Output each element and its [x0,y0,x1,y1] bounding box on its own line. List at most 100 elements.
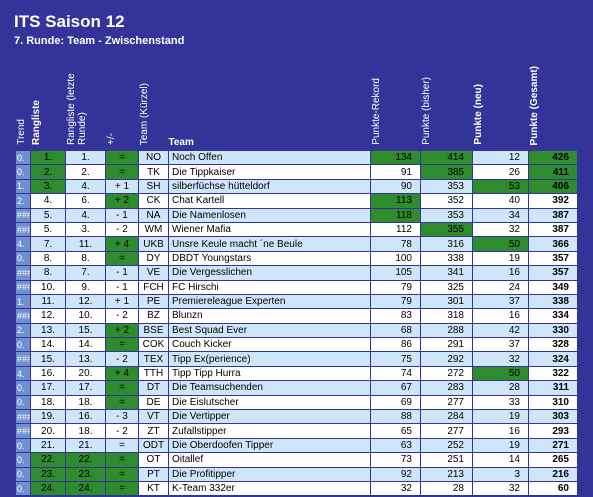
table-cell: 2. [15,322,31,339]
table-cell: 0. [15,437,31,454]
table-cell: 301 [420,293,473,310]
table-cell: + 1 [105,178,139,195]
table-cell: 338 [420,250,473,267]
table-cell: 4. [15,236,31,252]
table-cell: NA [138,207,169,223]
table-cell: 392 [528,193,578,209]
table-cell: Noch Offen [168,149,371,166]
table-cell: 291 [420,337,473,353]
table-cell: 4. [15,365,31,382]
table-cell: 5. [30,207,66,223]
table-cell: 322 [528,365,578,382]
table-cell: 32 [472,221,529,238]
table-cell: 40 [472,193,529,209]
table-cell: ZT [138,423,169,439]
table-row: 0. 14. 14. = COK Couch Kicker 86 291 37 328 [15,337,578,353]
table-cell: 17. [30,380,66,396]
table-cell: 53 [472,178,529,195]
table-cell: 5. [30,221,66,238]
table-cell: - 2 [105,423,139,439]
table-cell: 277 [420,394,473,411]
table-cell: 16. [65,409,106,425]
table-cell: 91 [370,164,421,180]
table-cell: 2. [65,164,106,180]
table-cell: 1. [30,149,66,166]
table-cell: 18. [30,394,66,411]
table-cell: 63 [370,437,421,454]
table-cell: 90 [370,178,421,195]
column-header: Rangliste (letzte Runde) [66,62,106,151]
table-row: 1. 11. 12. + 1 PE Premiereleague Experten 79 30… [15,293,578,310]
table-cell: 79 [370,293,421,310]
table-cell: 67 [370,380,421,396]
table-cell: - 3 [105,409,139,425]
table-cell: 325 [420,279,473,295]
table-cell: 387 [528,207,578,223]
table-cell: 37 [472,337,529,353]
table-cell: 69 [370,394,421,411]
column-header: Team (Kürzel) [139,62,169,151]
table-cell: 324 [528,351,578,367]
table-cell: 293 [528,423,578,439]
table-cell: 0. [15,149,31,166]
table-cell: 86 [370,337,421,353]
table-cell: VT [138,409,169,425]
table-cell: BSE [138,322,169,339]
column-header: Punkte (Gesamt) [529,62,578,151]
header-label: Team [168,137,194,148]
table-cell: 385 [420,164,473,180]
table-cell: Unsre Keule macht ´ne Beule [168,236,371,252]
table-cell: 406 [528,178,578,195]
table-cell: 216 [528,466,578,482]
table-cell: 22. [65,452,106,468]
table-cell: 3. [65,221,106,238]
table-cell: 112 [370,221,421,238]
table-cell: 118 [370,207,421,223]
standings-table: Trend Rangliste Rangliste (letzte Runde) +/… [15,62,578,497]
table-cell: 34 [472,207,529,223]
table-cell: 0. [15,394,31,411]
table-cell: 42 [472,322,529,339]
table-cell: Die Eislutscher [168,394,371,411]
table-cell: 16. [30,365,66,382]
title: ITS Saison 12 [14,12,125,31]
column-header: Punkte (neu) [473,62,529,151]
table-cell: OT [138,452,169,468]
table-cell: 28 [420,480,473,497]
table-cell: ### [15,221,31,238]
table-cell: Best Squad Ever [168,322,371,339]
table-cell: = [105,394,139,411]
table-cell: 311 [528,380,578,396]
table-cell: 15. [65,322,106,339]
header-label: Punkte (neu) [472,84,484,145]
table-row: 2. 13. 15. + 2 BSE Best Squad Ever 68 288 42 330 [15,322,578,339]
table-cell: 0. [15,337,31,353]
table-cell: 32 [472,351,529,367]
header-label: Rangliste (letzte Runde) [65,73,88,145]
table-cell: 100 [370,250,421,267]
table-cell: 21. [30,437,66,454]
table-cell: SH [138,178,169,195]
table-row: 2. 4. 6. + 2 CK Chat Kartell 113 352 40 392 [15,193,578,209]
table-cell: 16 [472,308,529,324]
table-cell: 10. [30,279,66,295]
table-row: 4. 7. 11. + 4 UKB Unsre Keule macht ´ne Beule… [15,236,578,252]
table-cell: TK [138,164,169,180]
table-cell: 24. [30,480,66,497]
table-cell: PT [138,466,169,482]
table-cell: 0. [15,250,31,267]
table-cell: 310 [528,394,578,411]
table-cell: 0. [15,466,31,482]
table-cell: 366 [528,236,578,252]
table-cell: 68 [370,322,421,339]
table-cell: 284 [420,409,473,425]
table-cell: TEX [138,351,169,367]
table-cell: 2. [15,193,31,209]
table-cell: ### [15,207,31,223]
table-body: 0. 1. 1. = NO Noch Offen 134 414 12 426 0. 2. 2. = TK D… [15,149,578,497]
table-cell: Die Profitipper [168,466,371,482]
column-header: Trend [16,62,31,151]
table-cell: 10. [65,308,106,324]
